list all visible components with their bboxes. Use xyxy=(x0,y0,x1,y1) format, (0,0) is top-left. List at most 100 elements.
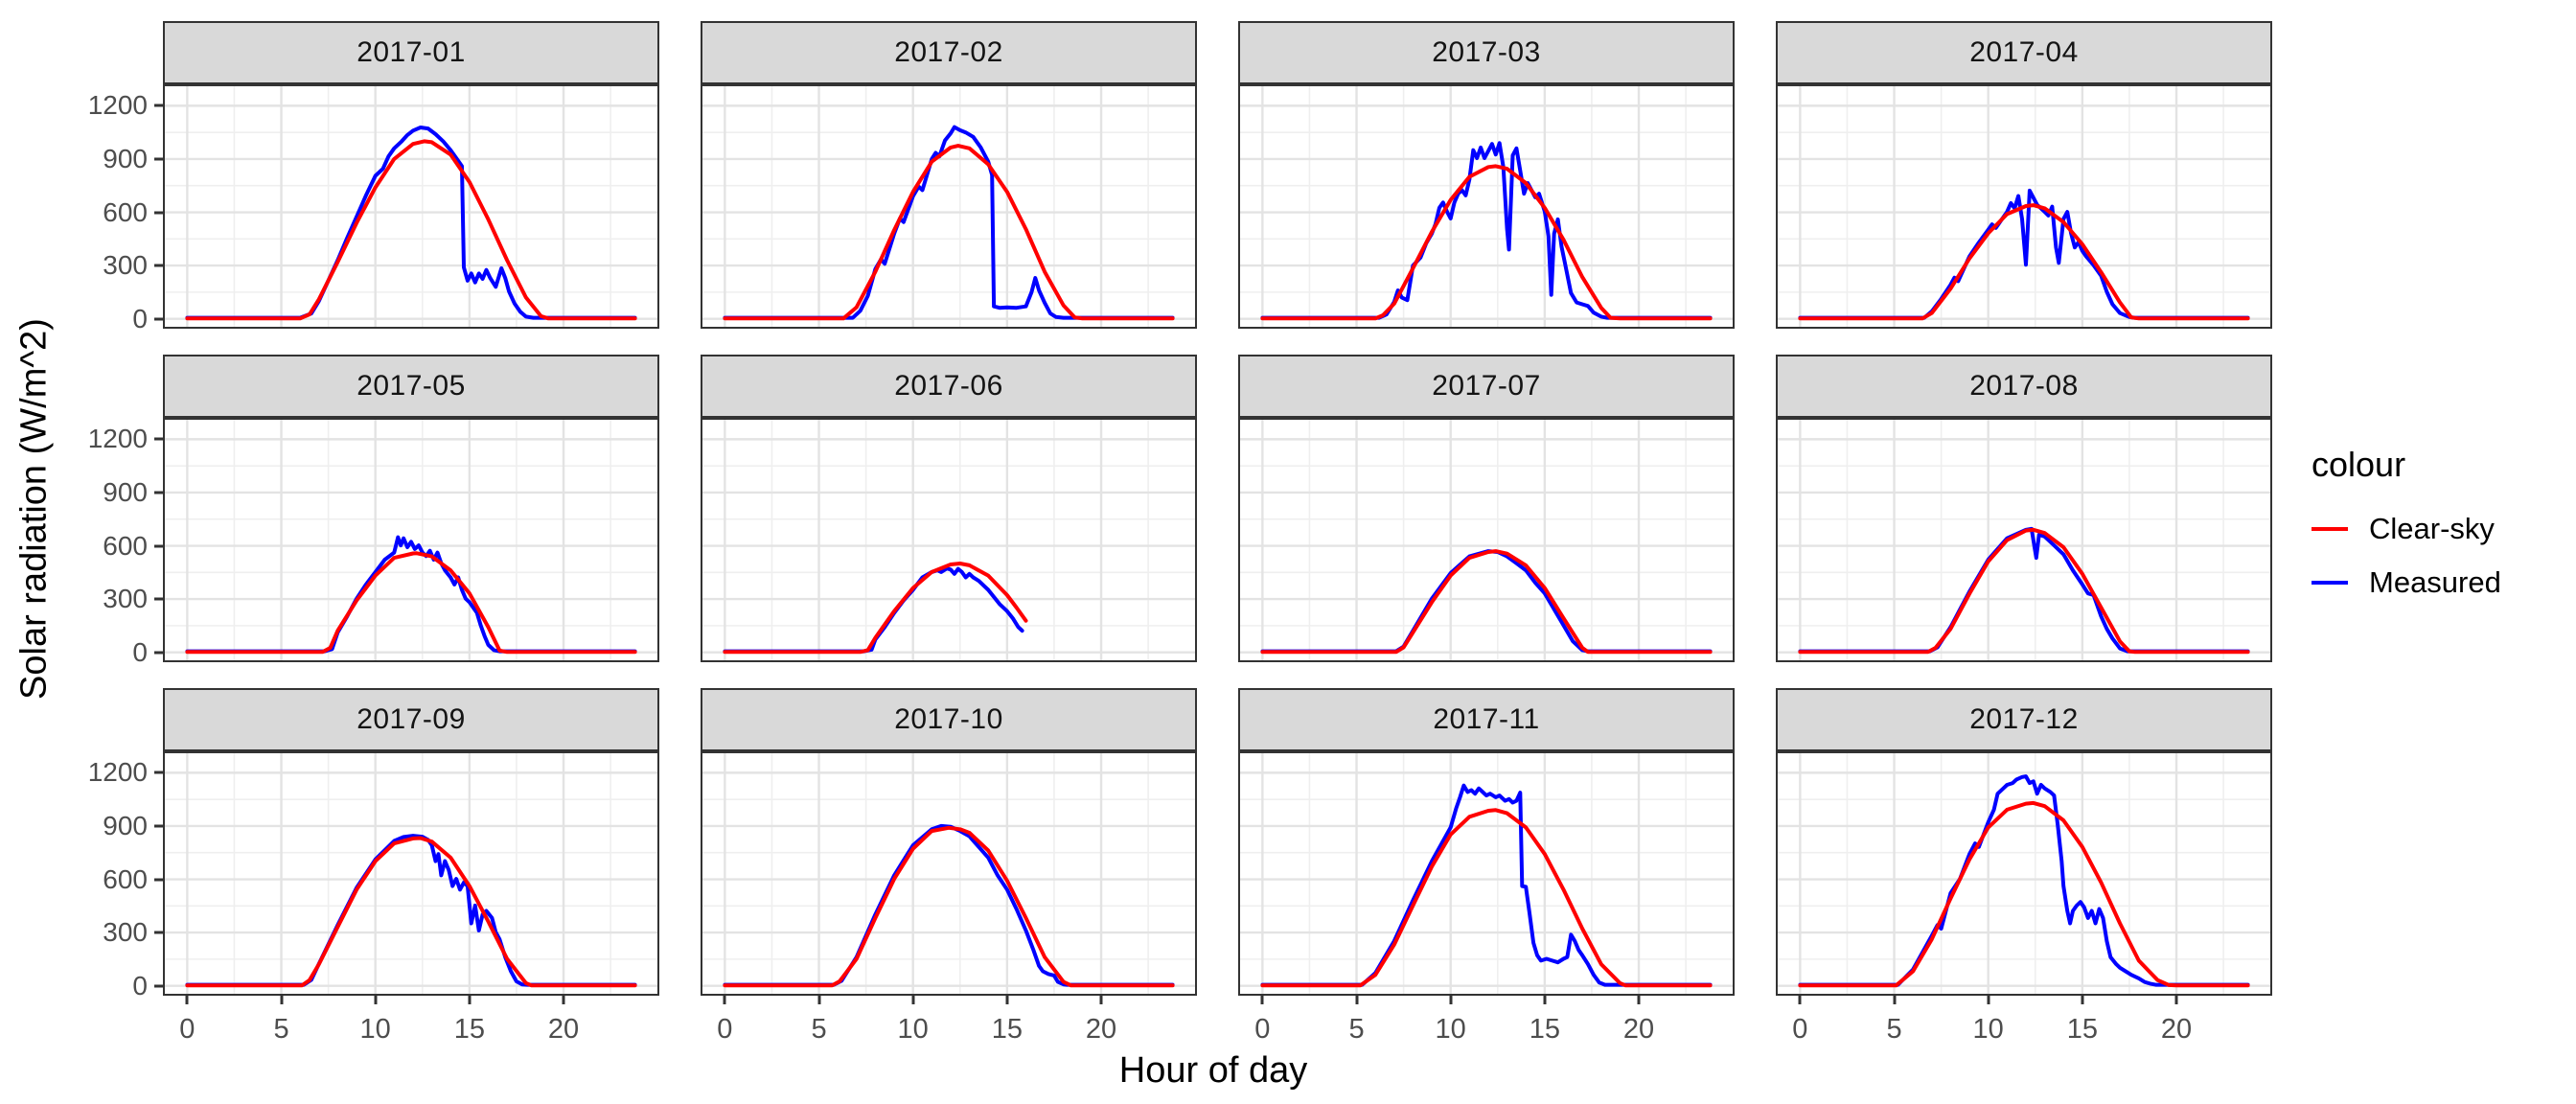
facet-panel: 0 300 600 900 1200 0 5 10 15 20 xyxy=(88,751,659,1045)
facet-strip-label: 2017-03 xyxy=(1432,36,1541,68)
x-axis-tick xyxy=(280,996,284,1004)
facet-strip-label: 2017-02 xyxy=(894,36,1003,68)
facet-strip: 2017-04 xyxy=(1776,21,2272,84)
facet-panel xyxy=(1238,418,1735,662)
y-tick-label: 900 xyxy=(103,810,148,840)
y-axis-tick xyxy=(154,264,163,267)
y-tick-label: 600 xyxy=(103,196,148,227)
measured-line xyxy=(1798,526,2250,654)
x-axis-tick xyxy=(1798,996,1802,1004)
facet-2017-08: 2017-08 xyxy=(1776,355,2272,662)
y-tick-label: 300 xyxy=(103,917,148,948)
legend-item-label: Measured xyxy=(2369,565,2501,599)
x-axis-tick xyxy=(468,996,472,1004)
x-axis-tick xyxy=(185,996,189,1004)
facet-strip: 2017-06 xyxy=(701,355,1197,418)
y-axis-tick xyxy=(154,931,163,934)
facet-strip: 2017-10 xyxy=(701,688,1197,751)
y-axis-tick xyxy=(154,211,163,215)
x-tick-label: 0 xyxy=(1792,1014,1808,1045)
facet-panel: 0 5 10 15 20 xyxy=(1238,751,1735,1045)
facet-2017-05: 2017-05 0 300 600 900 1200 xyxy=(88,355,659,667)
facet-strip-label: 2017-11 xyxy=(1433,703,1540,735)
legend-item-measured: Measured xyxy=(2312,564,2501,602)
y-axis-tick xyxy=(154,984,163,988)
facet-strip: 2017-01 xyxy=(163,21,659,84)
facet-strip-label: 2017-05 xyxy=(356,370,466,402)
y-tick-label: 1200 xyxy=(87,424,148,454)
legend-item-label: Clear-sky xyxy=(2369,512,2495,545)
facet-strip-label: 2017-07 xyxy=(1432,370,1541,402)
facet-panel xyxy=(701,84,1197,329)
y-tick-label: 1200 xyxy=(87,757,148,788)
facet-2017-03: 2017-03 xyxy=(1238,21,1735,329)
y-tick-label: 600 xyxy=(103,863,148,894)
facet-strip: 2017-05 xyxy=(163,355,659,418)
measured-line xyxy=(1260,549,1713,654)
x-tick-label: 15 xyxy=(991,1014,1023,1045)
x-axis-tick xyxy=(1637,996,1641,1004)
x-tick-label: 15 xyxy=(453,1014,485,1045)
x-tick-label: 5 xyxy=(811,1014,827,1045)
panel-plot-area xyxy=(1240,86,1733,327)
facet-panel xyxy=(1238,84,1735,329)
x-tick-label: 0 xyxy=(717,1014,733,1045)
x-tick-label: 10 xyxy=(1435,1014,1466,1045)
clear-sky-line xyxy=(185,551,637,655)
panel-plot-area xyxy=(1778,86,2270,327)
facet-strip-label: 2017-09 xyxy=(356,703,466,735)
y-axis-tick xyxy=(154,157,163,161)
y-axis-tick xyxy=(154,317,163,321)
clear-sky-line xyxy=(1798,800,2250,988)
measured-line xyxy=(185,126,637,320)
facet-2017-02: 2017-02 xyxy=(701,21,1197,329)
facet-panel: 0 300 600 900 1200 xyxy=(88,84,659,334)
y-tick-label: 0 xyxy=(132,970,148,1000)
panel-plot-area xyxy=(1778,753,2270,994)
x-axis-tick xyxy=(2081,996,2084,1004)
clear-sky-line xyxy=(723,825,1175,988)
legend: colour Clear-sky Measured xyxy=(2312,445,2501,617)
x-tick-label: 15 xyxy=(1529,1014,1560,1045)
facet-panel xyxy=(701,418,1197,662)
x-tick-label: 10 xyxy=(1972,1014,2004,1045)
clear-sky-line xyxy=(723,562,1028,655)
x-tick-label: 0 xyxy=(179,1014,196,1045)
facet-strip: 2017-07 xyxy=(1238,355,1735,418)
y-axis-tick xyxy=(154,878,163,882)
panel-plot-area xyxy=(702,753,1195,994)
x-tick-label: 10 xyxy=(359,1014,391,1045)
y-tick-label: 600 xyxy=(103,530,148,561)
x-axis-tick xyxy=(1893,996,1897,1004)
measured-line xyxy=(723,125,1175,320)
x-axis-tick xyxy=(1260,996,1264,1004)
facet-grid: 2017-01 0 300 600 900 1200 2017-02 2017-03 2017-… xyxy=(88,21,2272,1045)
x-tick-label: 5 xyxy=(1348,1014,1365,1045)
facet-strip-label: 2017-12 xyxy=(1969,703,2079,735)
facet-strip-label: 2017-08 xyxy=(1969,370,2079,402)
x-axis-title: Hour of day xyxy=(1118,1050,1308,1091)
clear-sky-line xyxy=(1798,527,2250,655)
panel-plot-area xyxy=(1778,420,2270,660)
facet-2017-01: 2017-01 0 300 600 900 1200 xyxy=(88,21,659,334)
y-tick-label: 900 xyxy=(103,476,148,507)
y-tick-label: 1200 xyxy=(87,90,148,121)
y-tick-label: 0 xyxy=(132,636,148,667)
facet-strip-label: 2017-04 xyxy=(1969,36,2079,68)
facet-strip: 2017-03 xyxy=(1238,21,1735,84)
clear-sky-line xyxy=(185,836,637,988)
facet-panel: 0 300 600 900 1200 xyxy=(88,418,659,667)
y-tick-label: 0 xyxy=(132,303,148,334)
facet-2017-06: 2017-06 xyxy=(701,355,1197,662)
clear-sky-line-key-icon xyxy=(2312,527,2348,531)
y-axis-tick xyxy=(154,597,163,601)
panel-plot-area xyxy=(702,420,1195,660)
x-tick-label: 10 xyxy=(897,1014,929,1045)
measured-line xyxy=(185,535,637,654)
measured-line xyxy=(1798,774,2250,987)
measured-line xyxy=(1260,783,1713,987)
x-axis-tick xyxy=(1987,996,1990,1004)
y-axis-tick xyxy=(154,770,163,774)
panel-plot-area xyxy=(165,420,657,660)
